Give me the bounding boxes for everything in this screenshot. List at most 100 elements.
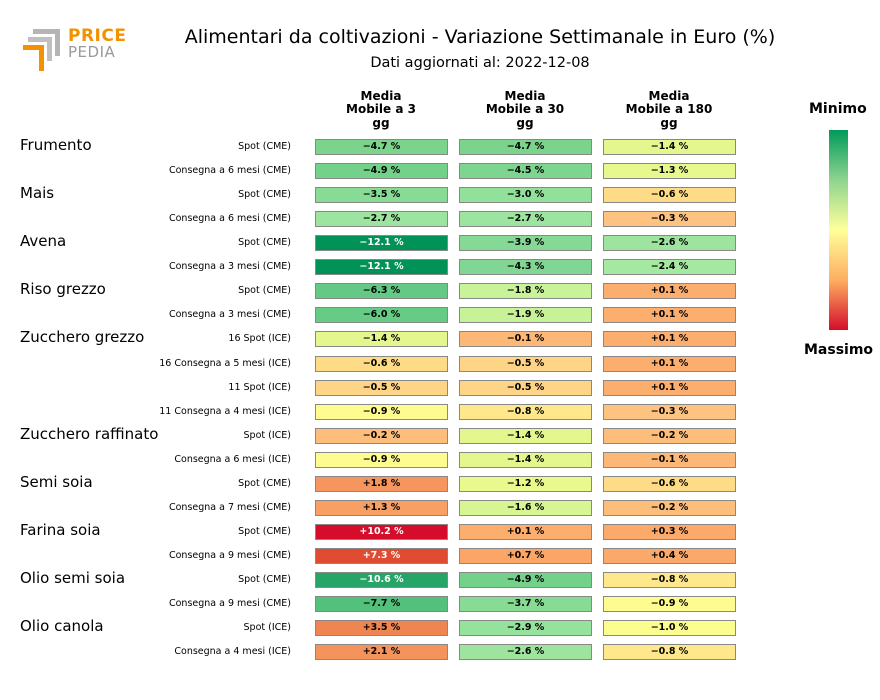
row-label: Consegna a 6 mesi (ICE) — [174, 453, 291, 465]
heatmap-cell: −0.2 % — [315, 427, 448, 444]
column-header-3d: Media Mobile a 3 gg — [346, 89, 416, 130]
commodity-label: Riso grezzo — [20, 280, 106, 299]
heatmap-cell: −1.3 % — [603, 163, 736, 180]
heatmap-cell: −0.2 % — [603, 427, 736, 444]
row-label: Spot (CME) — [238, 285, 291, 297]
heatmap-cell: −1.4 % — [315, 331, 448, 348]
heatmap-cell: −2.6 % — [603, 235, 736, 252]
commodity-label: Frumento — [20, 136, 92, 154]
heatmap-cell: −7.7 % — [315, 596, 448, 613]
heatmap-cell: −2.7 % — [315, 211, 448, 228]
heatmap-cell: −4.5 % — [459, 163, 592, 180]
row-label: Spot (CME) — [238, 141, 291, 152]
commodity-label: Farina soia — [20, 520, 101, 539]
row-label: Consegna a 6 mesi (CME) — [168, 213, 291, 225]
legend-max-label: Massimo — [804, 342, 874, 358]
row-label: Spot (CME) — [238, 189, 291, 201]
heatmap-cell: −0.6 % — [315, 355, 448, 372]
row-label: Spot (ICE) — [243, 429, 291, 441]
heatmap-cell: +7.3 % — [315, 548, 448, 565]
row-label: Consegna a 4 mesi (ICE) — [174, 646, 291, 658]
heatmap-cell: −10.6 % — [315, 572, 448, 589]
heatmap-cell: −0.8 % — [603, 644, 736, 661]
row-label: 11 Spot (ICE) — [228, 381, 291, 393]
heatmap-cell: −0.8 % — [459, 403, 592, 420]
heatmap-cell: −0.9 % — [315, 403, 448, 420]
heatmap-cell: −0.9 % — [315, 451, 448, 468]
chart-title: Alimentari da coltivazioni - Variazione … — [184, 26, 776, 48]
heatmap-cell: −0.6 % — [603, 475, 736, 492]
row-label: 16 Consegna a 5 mesi (ICE) — [159, 357, 291, 369]
row-label: Consegna a 9 mesi (CME) — [168, 550, 291, 562]
heatmap-cell: +0.7 % — [459, 548, 592, 565]
heatmap-cell: +1.8 % — [315, 475, 448, 492]
row-label: 11 Consegna a 4 mesi (ICE) — [159, 405, 291, 417]
heatmap-cell: −3.0 % — [459, 187, 592, 204]
row-label: Consegna a 9 mesi (CME) — [168, 598, 291, 610]
legend-min-label: Minimo — [809, 101, 867, 117]
heatmap-cell: −4.7 % — [315, 139, 448, 155]
heatmap-cell: −6.3 % — [315, 283, 448, 300]
heatmap-cell: +0.1 % — [603, 355, 736, 372]
heatmap-cell: −0.5 % — [459, 379, 592, 396]
row-label: Spot (CME) — [238, 477, 291, 489]
row-label: Spot (ICE) — [243, 622, 291, 634]
logo-mark — [23, 29, 60, 71]
row-label: Spot (CME) — [238, 525, 291, 537]
heatmap-cell: −0.9 % — [603, 596, 736, 613]
heatmap-cell: −3.7 % — [459, 596, 592, 613]
heatmap-cell: −0.5 % — [315, 379, 448, 396]
heatmap-cell: −4.9 % — [315, 163, 448, 180]
heatmap-cell: −12.1 % — [315, 259, 448, 276]
heatmap-cell: +0.4 % — [603, 548, 736, 565]
heatmap-cell: −1.2 % — [459, 475, 592, 492]
row-label: Spot (CME) — [238, 237, 291, 249]
row-label: Consegna a 6 mesi (CME) — [168, 165, 291, 177]
commodity-label: Olio canola — [20, 617, 104, 636]
heatmap-cell: −0.2 % — [603, 499, 736, 516]
heatmap-cell: +0.1 % — [603, 379, 736, 396]
heatmap-cell: −4.7 % — [459, 139, 592, 155]
row-label: Spot (CME) — [238, 574, 291, 586]
heatmap-cell: −1.6 % — [459, 499, 592, 516]
heatmap-cell: −0.5 % — [459, 355, 592, 372]
heatmap-cell: −1.4 % — [603, 139, 736, 155]
heatmap-cell: +2.1 % — [315, 644, 448, 661]
row-label: Consegna a 3 mesi (CME) — [168, 261, 291, 273]
heatmap-cell: −2.6 % — [459, 644, 592, 661]
commodity-label: Zucchero raffinato — [20, 424, 159, 443]
commodity-label: Olio semi soia — [20, 569, 126, 588]
heatmap-cell: −0.8 % — [603, 572, 736, 589]
column-header-180d: Media Mobile a 180 gg — [625, 89, 713, 130]
legend-colorbar — [829, 130, 848, 330]
heatmap-cell: −0.6 % — [603, 187, 736, 204]
heatmap-cell: −2.7 % — [459, 211, 592, 228]
heatmap-cell: +10.2 % — [315, 523, 448, 540]
row-label: Consegna a 7 mesi (CME) — [168, 501, 291, 513]
column-header-30d: Media Mobile a 30 gg — [485, 89, 565, 130]
heatmap-cell: −0.3 % — [603, 211, 736, 228]
commodity-label: Avena — [20, 232, 67, 251]
heatmap-cell: −0.1 % — [459, 331, 592, 348]
heatmap-cell: +0.1 % — [603, 331, 736, 348]
heatmap-cell: +1.3 % — [315, 499, 448, 516]
heatmap-cell: −3.9 % — [459, 235, 592, 252]
heatmap-cell: −3.5 % — [315, 187, 448, 204]
commodity-label: Mais — [20, 184, 55, 203]
heatmap-cell: −1.0 % — [603, 620, 736, 637]
logo-word-pedia: PEDIA — [68, 43, 116, 61]
heatmap-cell: −2.9 % — [459, 620, 592, 637]
heatmap-cell: +0.1 % — [603, 283, 736, 300]
heatmap-cell: −0.1 % — [603, 451, 736, 468]
heatmap-cell: −6.0 % — [315, 307, 448, 324]
heatmap-cell: −1.4 % — [459, 451, 592, 468]
heatmap-cell: +3.5 % — [315, 620, 448, 637]
heatmap-cell: −1.4 % — [459, 427, 592, 444]
heatmap-cell: −1.9 % — [459, 307, 592, 324]
heatmap-cell: −1.8 % — [459, 283, 592, 300]
commodity-label: Zucchero grezzo — [20, 328, 145, 347]
chart-subtitle: Dati aggiornati al: 2022-12-08 — [370, 55, 590, 71]
heatmap-cell: −12.1 % — [315, 235, 448, 252]
heatmap-cell: −2.4 % — [603, 259, 736, 276]
logo-word-price: PRICE — [68, 26, 127, 46]
